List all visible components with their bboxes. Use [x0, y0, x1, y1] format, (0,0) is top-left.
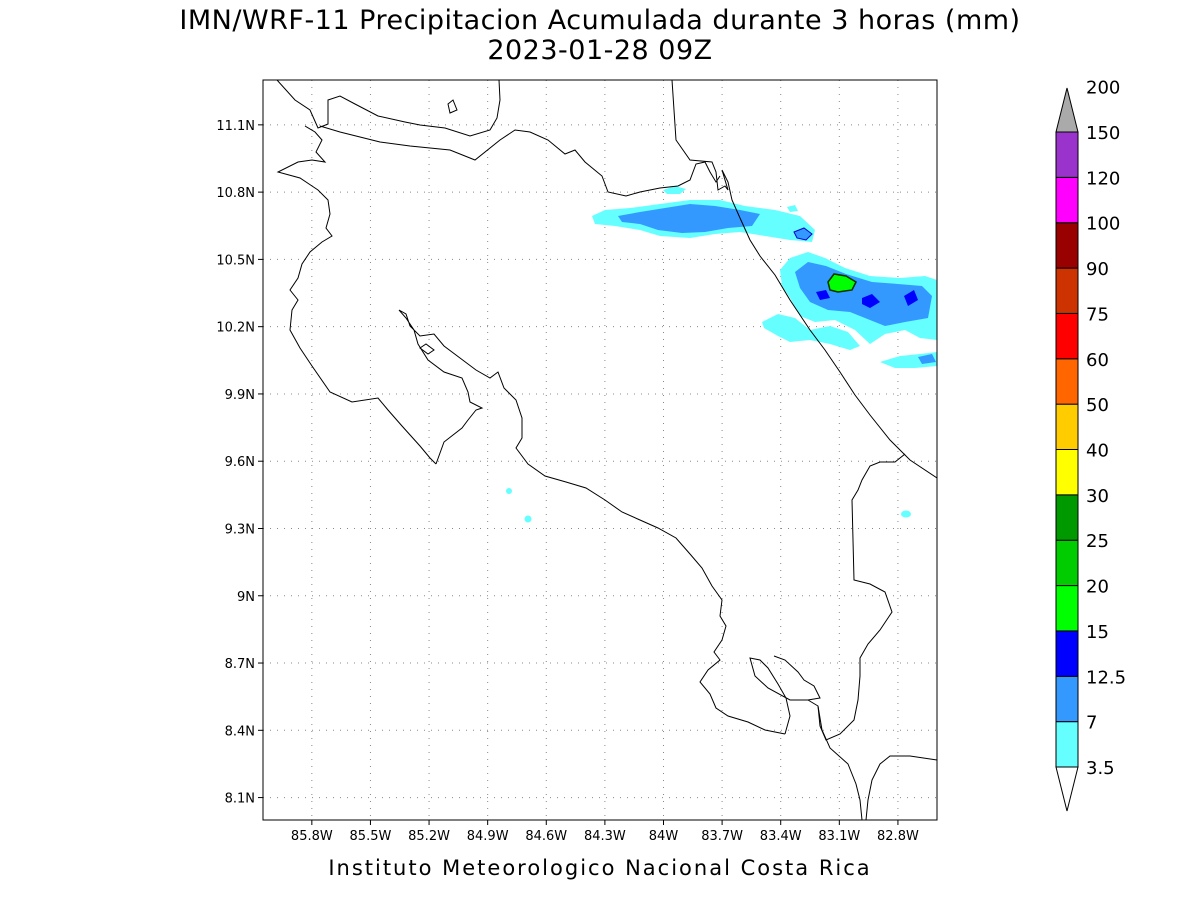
colorbar-segment [1055, 267, 1079, 314]
precip-core-east-3 [816, 290, 830, 300]
country-border-north [276, 125, 437, 465]
x-tick-label: 82.8W [877, 829, 919, 844]
colorbar-label: 90 [1086, 259, 1109, 280]
colorbar-segment [1055, 585, 1079, 632]
y-tick-label: 9N [237, 590, 255, 605]
colorbar-label: 30 [1086, 486, 1109, 507]
colorbar-top-triangle [1055, 87, 1079, 133]
osa-peninsula [749, 655, 821, 735]
colorbar-label: 150 [1086, 123, 1120, 144]
colorbar-label: 12.5 [1086, 667, 1126, 688]
y-tick-label: 9.6N [225, 455, 255, 470]
colorbar-segment [1055, 449, 1079, 496]
y-tick-label: 8.4N [225, 724, 255, 739]
colorbar-segment [1055, 312, 1079, 360]
precipitation-colorbar: 3.5 7 12.5 15 20 25 30 40 50 60 75 90 100 120 150 200 [1055, 78, 1126, 812]
lake-nicaragua-shore [276, 80, 501, 137]
colorbar-label: 40 [1086, 441, 1109, 462]
map-valid-time: 2023-01-28 09Z [487, 35, 713, 66]
x-tick-label: 85.8W [291, 829, 333, 844]
precip-core-green [827, 273, 857, 293]
precip-core-east-1 [862, 294, 880, 308]
colorbar-label: 20 [1086, 577, 1109, 598]
x-tick-label: 84.3W [584, 829, 626, 844]
x-tick-label: 84W [649, 829, 679, 844]
nicoya-gulf-coast [398, 309, 786, 735]
precip-core-east-2 [904, 290, 918, 306]
y-tick-label: 11.1N [216, 119, 255, 134]
colorbar-label: 50 [1086, 395, 1109, 416]
colorbar-segment [1055, 721, 1079, 768]
x-axis-ticks: 85.8W 85.5W 85.2W 84.9W 84.6W 84.3W 84W 83.7W 83… [291, 820, 919, 844]
lake-island [447, 99, 458, 114]
country-border-panama [817, 453, 906, 741]
x-tick-label: 83.1W [818, 829, 860, 844]
precip-spot-central-1 [506, 488, 512, 494]
y-tick-label: 9.9N [225, 388, 255, 403]
colorbar-bottom-triangle [1055, 766, 1079, 812]
map-title: IMN/WRF-11 Precipitacion Acumulada duran… [179, 5, 1021, 36]
colorbar-segment [1055, 222, 1079, 269]
coastlines [276, 80, 937, 820]
colorbar-segment [1055, 131, 1079, 178]
colorbar-label: 200 [1086, 78, 1120, 99]
y-tick-label: 10.2N [216, 321, 255, 336]
caribbean-coast [671, 80, 937, 479]
colorbar-label: 120 [1086, 168, 1120, 189]
precipitation-fields [506, 186, 937, 523]
colorbar-label: 7 [1086, 713, 1097, 734]
colorbar-label: 15 [1086, 622, 1109, 643]
colorbar-segment [1055, 630, 1079, 677]
golfo-dulce [807, 699, 937, 820]
y-axis-ticks: 8.1N 8.4N 8.7N 9N 9.3N 9.6N 9.9N 10.2N 10.5N 10.8… [216, 119, 263, 807]
precip-spot-central-2 [524, 515, 532, 523]
y-tick-label: 10.8N [216, 186, 255, 201]
precip-spot-southeast [901, 510, 911, 518]
precip-core-north [793, 227, 813, 241]
colorbar-label: 25 [1086, 531, 1109, 552]
map-frame [262, 79, 938, 821]
nicoya-island [419, 343, 435, 355]
colorbar-label: 100 [1086, 214, 1120, 235]
x-tick-label: 84.9W [467, 829, 509, 844]
y-tick-label: 10.5N [216, 253, 255, 268]
colorbar-label: 75 [1086, 304, 1109, 325]
colorbar-segment [1055, 675, 1079, 723]
x-tick-label: 85.5W [350, 829, 392, 844]
precip-area-north-band-mod [618, 204, 760, 233]
x-tick-label: 83.7W [701, 829, 743, 844]
colorbar-segment [1055, 176, 1079, 224]
colorbar-label: 3.5 [1086, 758, 1115, 779]
colorbar-label: 60 [1086, 350, 1109, 371]
y-tick-label: 8.7N [225, 657, 255, 672]
x-tick-label: 84.6W [525, 829, 567, 844]
y-tick-label: 8.1N [225, 792, 255, 807]
colorbar-segment [1055, 539, 1079, 587]
credit-line: Instituto Meteorologico Nacional Costa R… [328, 856, 872, 880]
colorbar-segment [1055, 358, 1079, 405]
x-tick-label: 85.2W [408, 829, 450, 844]
colorbar-segment [1055, 403, 1079, 450]
y-tick-label: 9.3N [225, 522, 255, 537]
precip-spot-north-2 [787, 205, 798, 212]
precip-spot-north [663, 186, 686, 194]
x-tick-label: 83.4W [760, 829, 802, 844]
map-grid [263, 80, 937, 820]
colorbar-segment [1055, 494, 1079, 541]
precip-area-east-mod [795, 262, 932, 326]
country-border-north-2 [319, 125, 721, 197]
precip-area-far-east-mod [918, 354, 936, 364]
